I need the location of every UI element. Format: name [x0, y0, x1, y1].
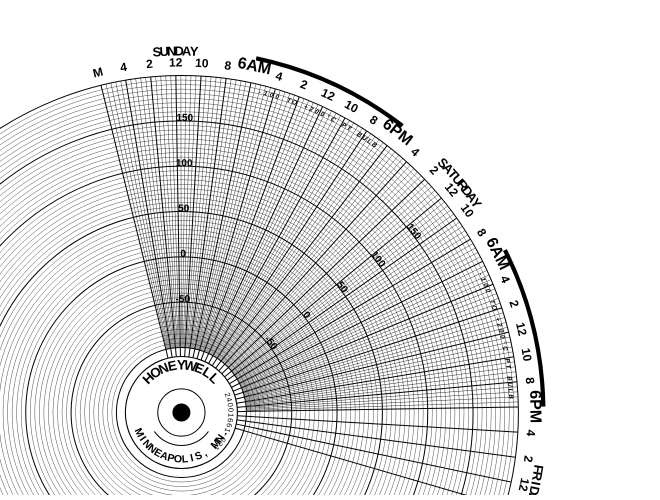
svg-text:4: 4 — [524, 429, 538, 437]
svg-text:150: 150 — [176, 113, 193, 124]
svg-text:100: 100 — [176, 158, 193, 169]
svg-text:0: 0 — [226, 408, 235, 413]
svg-text:-50: -50 — [175, 294, 190, 305]
svg-text:50: 50 — [178, 203, 190, 214]
svg-text:L: L — [507, 388, 514, 392]
svg-text:0: 0 — [180, 249, 186, 260]
svg-text:10: 10 — [519, 347, 535, 363]
svg-text:6PM: 6PM — [526, 390, 544, 423]
svg-text:B: B — [507, 394, 514, 399]
svg-text:Y: Y — [189, 44, 199, 59]
